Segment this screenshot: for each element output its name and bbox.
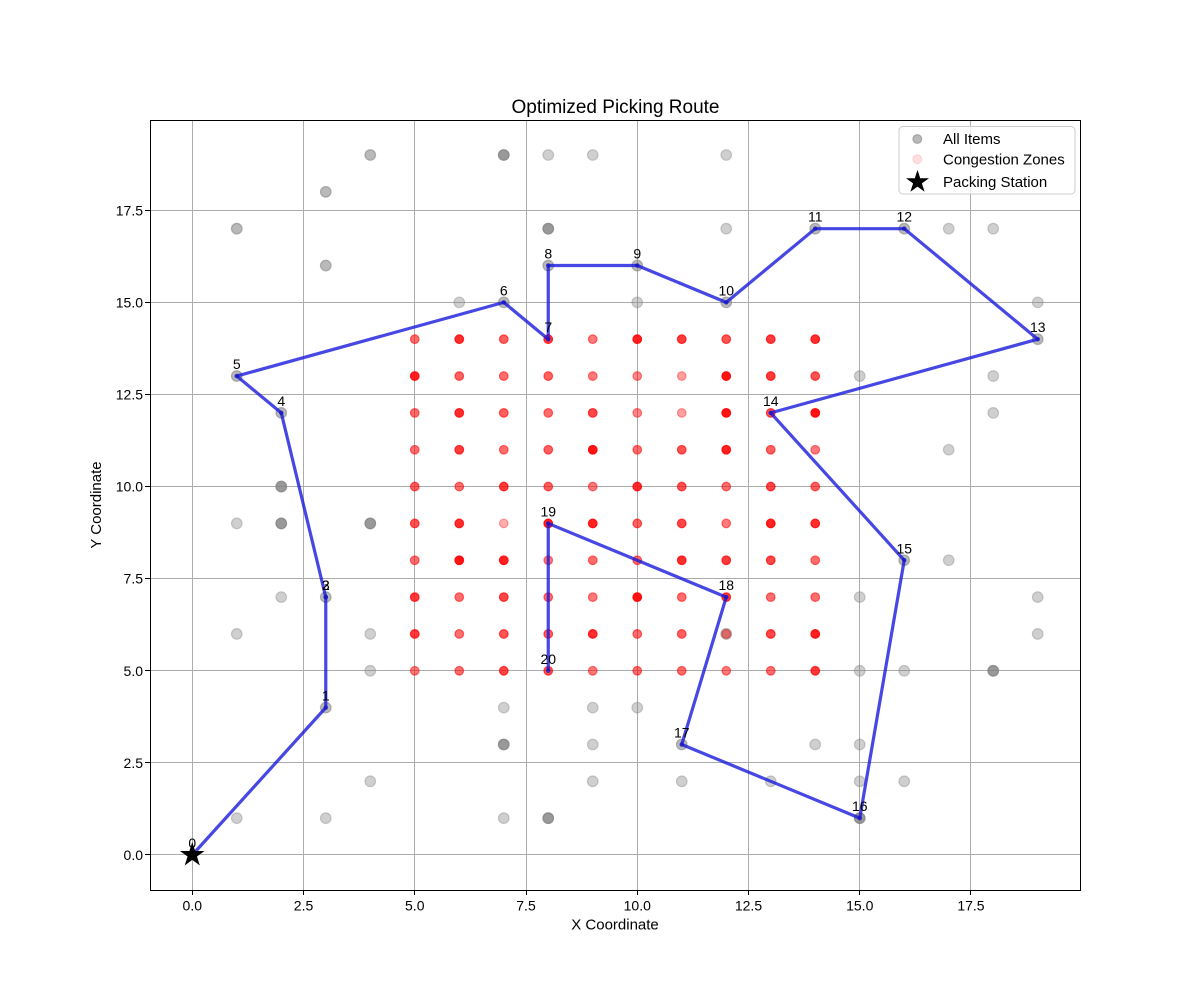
svg-text:16: 16 [852, 798, 868, 814]
svg-text:13: 13 [1030, 319, 1046, 335]
svg-text:10: 10 [718, 282, 734, 298]
svg-text:15.0: 15.0 [846, 898, 873, 914]
svg-text:8: 8 [544, 246, 552, 262]
svg-text:7.5: 7.5 [516, 898, 536, 914]
svg-text:12.5: 12.5 [735, 898, 762, 914]
svg-text:2.5: 2.5 [294, 898, 314, 914]
svg-text:2: 2 [322, 577, 330, 593]
svg-text:17.5: 17.5 [957, 898, 984, 914]
svg-text:4: 4 [277, 393, 285, 409]
svg-text:2.5: 2.5 [124, 755, 144, 771]
svg-text:10.0: 10.0 [116, 479, 143, 495]
svg-text:0.0: 0.0 [124, 847, 144, 863]
svg-text:Congestion Zones: Congestion Zones [943, 151, 1065, 168]
svg-text:15: 15 [896, 540, 912, 556]
svg-text:9: 9 [633, 246, 641, 262]
svg-text:6: 6 [500, 282, 508, 298]
svg-text:11: 11 [808, 209, 823, 225]
svg-text:14: 14 [763, 393, 779, 409]
svg-text:5.0: 5.0 [405, 898, 425, 914]
svg-text:15.0: 15.0 [116, 294, 143, 310]
svg-text:10.0: 10.0 [624, 898, 651, 914]
svg-text:Optimized Picking Route: Optimized Picking Route [511, 97, 719, 118]
svg-text:7: 7 [544, 319, 552, 335]
svg-text:7.5: 7.5 [124, 571, 144, 587]
svg-text:19: 19 [540, 503, 556, 519]
svg-text:5.0: 5.0 [124, 663, 144, 679]
svg-text:3: 3 [322, 577, 330, 593]
svg-text:17.5: 17.5 [116, 202, 143, 218]
svg-text:Packing Station: Packing Station [943, 174, 1047, 191]
svg-text:Y Coordinate: Y Coordinate [88, 461, 105, 548]
svg-text:X Coordinate: X Coordinate [571, 917, 659, 934]
svg-text:0.0: 0.0 [183, 898, 203, 914]
svg-text:12.5: 12.5 [116, 386, 143, 402]
svg-text:0: 0 [188, 835, 196, 851]
svg-text:20: 20 [540, 651, 556, 667]
svg-text:18: 18 [718, 577, 734, 593]
svg-text:1: 1 [322, 688, 330, 704]
svg-text:12: 12 [896, 209, 912, 225]
svg-text:5: 5 [233, 356, 241, 372]
svg-text:17: 17 [674, 724, 690, 740]
svg-text:All Items: All Items [943, 131, 1001, 148]
